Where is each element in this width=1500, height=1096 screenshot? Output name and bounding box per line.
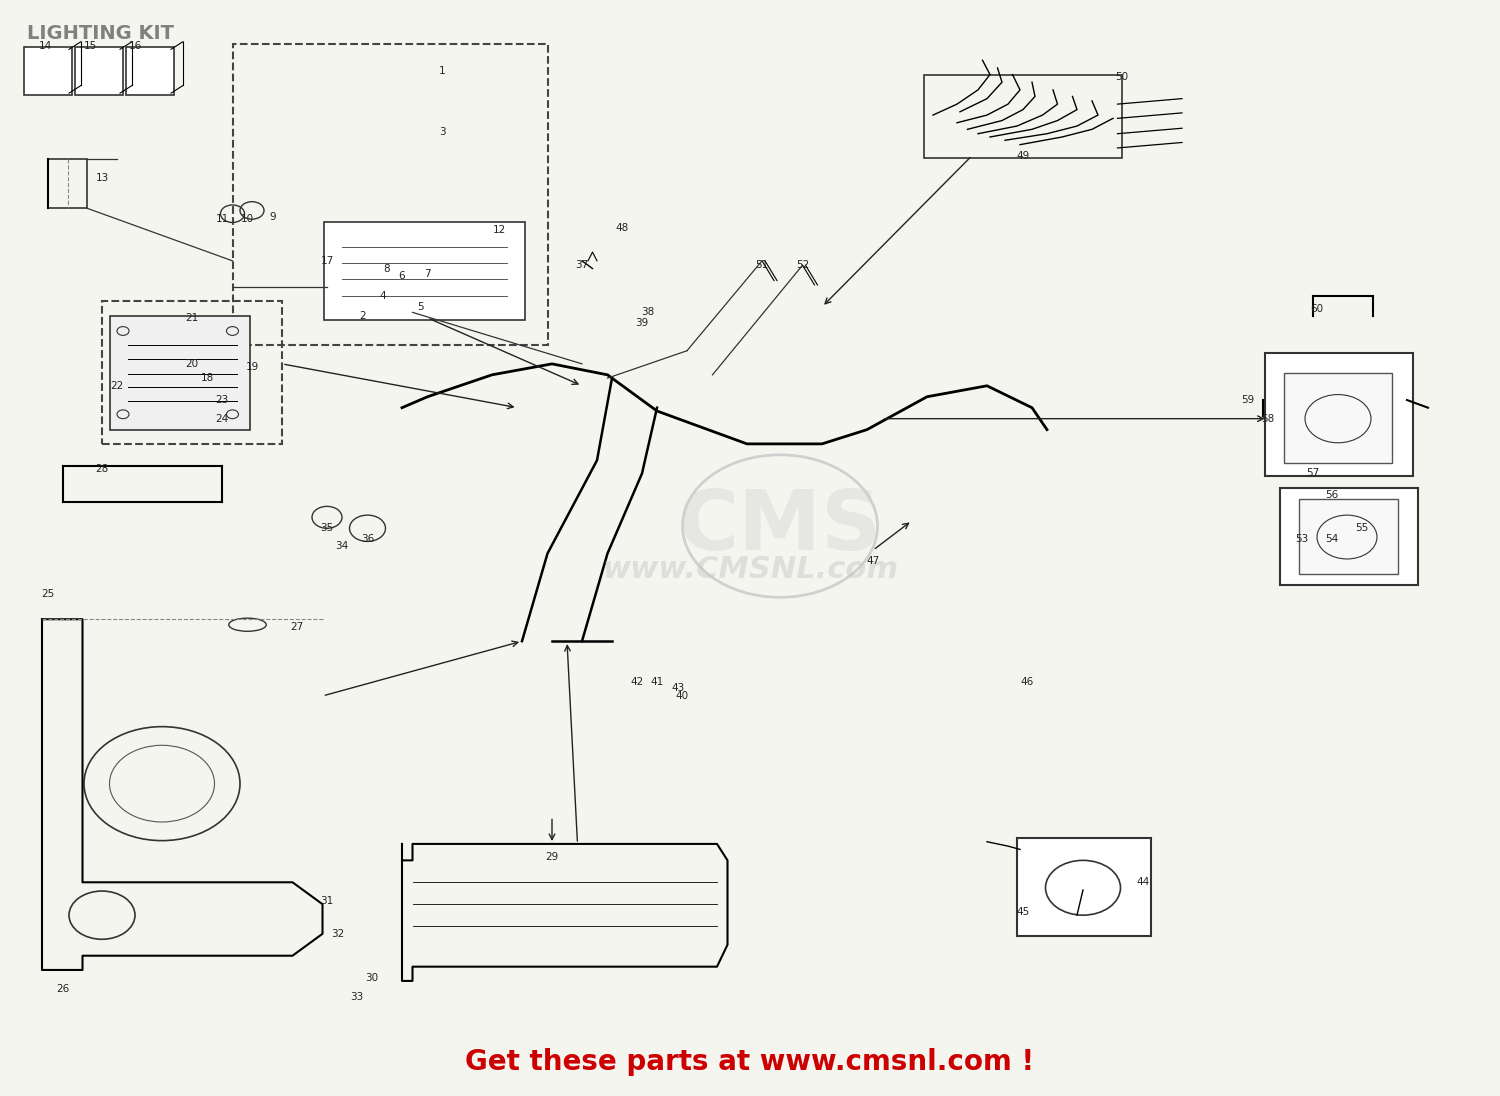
Text: 23: 23 <box>216 395 228 406</box>
Text: 5: 5 <box>417 301 423 312</box>
Text: 11: 11 <box>216 214 228 225</box>
Text: www.CMSNL.com: www.CMSNL.com <box>602 556 898 584</box>
Text: 13: 13 <box>96 172 108 183</box>
Text: 53: 53 <box>1296 534 1308 545</box>
Text: 15: 15 <box>84 41 96 52</box>
Text: 58: 58 <box>1262 413 1274 424</box>
Text: 42: 42 <box>632 676 644 687</box>
Text: 3: 3 <box>440 126 446 137</box>
FancyBboxPatch shape <box>1017 838 1150 936</box>
Text: 26: 26 <box>57 983 69 994</box>
Text: 6: 6 <box>399 271 405 282</box>
Text: 2: 2 <box>360 310 366 321</box>
FancyBboxPatch shape <box>24 47 72 95</box>
Text: 19: 19 <box>246 362 258 373</box>
FancyBboxPatch shape <box>1264 353 1413 476</box>
FancyBboxPatch shape <box>1280 488 1418 585</box>
Text: 20: 20 <box>186 358 198 369</box>
Text: 14: 14 <box>39 41 51 52</box>
Text: 45: 45 <box>1017 906 1029 917</box>
Text: 50: 50 <box>1116 71 1128 82</box>
Text: 35: 35 <box>321 523 333 534</box>
FancyBboxPatch shape <box>324 222 525 320</box>
Text: 27: 27 <box>291 621 303 632</box>
Bar <box>102 301 282 444</box>
Text: 39: 39 <box>636 318 648 329</box>
Text: 29: 29 <box>546 852 558 863</box>
Text: 22: 22 <box>111 380 123 391</box>
Text: 1: 1 <box>440 66 446 77</box>
Text: 37: 37 <box>576 260 588 271</box>
Text: 55: 55 <box>1356 523 1368 534</box>
Text: 51: 51 <box>756 260 768 271</box>
Text: 38: 38 <box>642 307 654 318</box>
Text: Get these parts at www.cmsnl.com !: Get these parts at www.cmsnl.com ! <box>465 1048 1035 1076</box>
Text: 21: 21 <box>186 312 198 323</box>
Text: 36: 36 <box>362 534 374 545</box>
FancyBboxPatch shape <box>1299 499 1398 574</box>
Text: 18: 18 <box>201 373 213 384</box>
FancyBboxPatch shape <box>75 47 123 95</box>
Text: 4: 4 <box>380 290 386 301</box>
Text: 47: 47 <box>867 556 879 567</box>
Text: CMS: CMS <box>678 486 882 567</box>
FancyBboxPatch shape <box>1284 373 1392 463</box>
Text: 33: 33 <box>351 992 363 1003</box>
Text: LIGHTING KIT: LIGHTING KIT <box>27 24 174 43</box>
Text: 56: 56 <box>1326 490 1338 501</box>
Text: 12: 12 <box>494 225 506 236</box>
Text: 31: 31 <box>321 895 333 906</box>
Text: 16: 16 <box>129 41 141 52</box>
FancyBboxPatch shape <box>126 47 174 95</box>
Text: 44: 44 <box>1137 877 1149 888</box>
Text: 34: 34 <box>336 540 348 551</box>
Text: 24: 24 <box>216 413 228 424</box>
Text: 10: 10 <box>242 214 254 225</box>
Text: 54: 54 <box>1326 534 1338 545</box>
Text: 48: 48 <box>616 222 628 233</box>
Text: 46: 46 <box>1022 676 1034 687</box>
Text: 25: 25 <box>42 589 54 600</box>
Text: 9: 9 <box>270 212 276 222</box>
Text: 43: 43 <box>672 683 684 694</box>
Text: 59: 59 <box>1242 395 1254 406</box>
Bar <box>232 44 548 345</box>
Text: 41: 41 <box>651 676 663 687</box>
Text: 40: 40 <box>676 690 688 701</box>
Text: 52: 52 <box>796 260 808 271</box>
Text: 17: 17 <box>321 255 333 266</box>
FancyBboxPatch shape <box>110 316 251 430</box>
Text: 57: 57 <box>1306 468 1318 479</box>
Text: 8: 8 <box>384 263 390 274</box>
Text: 32: 32 <box>332 928 344 939</box>
Text: 30: 30 <box>366 972 378 983</box>
Text: 60: 60 <box>1311 304 1323 315</box>
Text: 7: 7 <box>424 269 430 279</box>
Text: 49: 49 <box>1017 150 1029 161</box>
Text: 28: 28 <box>96 464 108 475</box>
